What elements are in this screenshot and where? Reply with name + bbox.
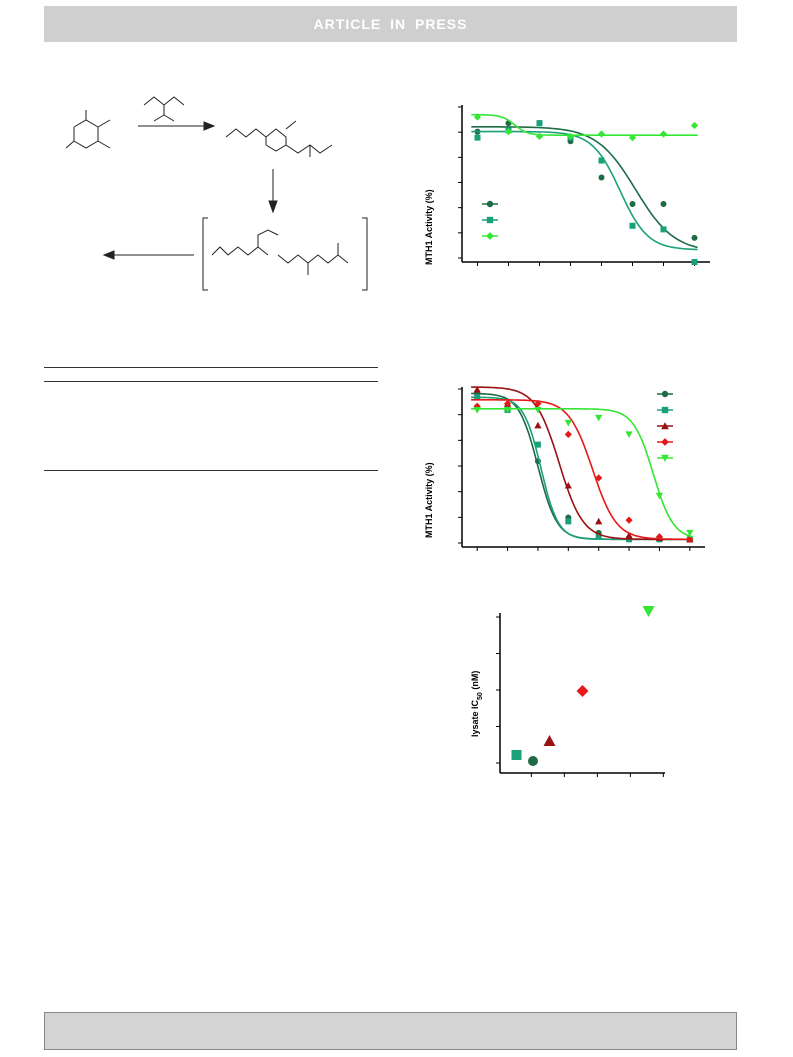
product-structure — [225, 120, 333, 157]
legend-key-marker — [661, 454, 669, 462]
series-1-point — [629, 222, 636, 229]
legend-key-marker — [486, 216, 494, 224]
series-1-point — [474, 394, 481, 401]
series-2-point — [534, 421, 542, 429]
series-2-point — [566, 132, 575, 140]
series-4-point — [625, 431, 633, 438]
series-0-curve — [471, 392, 693, 541]
series-1-point — [565, 518, 572, 525]
series-3-point — [503, 400, 512, 408]
legend-key-marker — [661, 406, 669, 414]
series-4-point — [473, 407, 481, 414]
series-2-point — [597, 130, 606, 138]
series-3-point — [534, 400, 542, 408]
series-1-point — [660, 226, 667, 233]
down-arrow-icon — [268, 169, 278, 214]
reaction-scheme — [65, 96, 368, 291]
series-2-curve — [471, 113, 698, 136]
scatter-point-0 — [528, 756, 538, 766]
series-4-point — [534, 407, 542, 414]
table-top-rule — [44, 367, 378, 368]
series-1-point — [474, 134, 481, 141]
chart-bottom-ylabel-sub: 50 — [477, 692, 484, 700]
scatter-point-1 — [511, 750, 522, 760]
series-2-point — [473, 385, 481, 393]
chart-bottom-ylabel: lysate IC50 (nM) — [470, 671, 484, 737]
series-1-curve — [471, 396, 693, 541]
series-3-point — [564, 430, 572, 438]
series-1-point — [598, 157, 605, 164]
series-2-point — [535, 132, 544, 140]
series-4-point — [655, 492, 664, 500]
banner-text: ARTICLE IN PRESS — [313, 16, 468, 32]
series-2-point — [564, 481, 572, 489]
reagent-structure — [143, 96, 185, 122]
legend-key-marker — [661, 422, 669, 430]
series-0-point — [598, 174, 605, 181]
series-2-point — [659, 130, 668, 138]
series-4-point — [503, 407, 512, 414]
article-in-press-banner: ARTICLE IN PRESS — [44, 6, 737, 42]
series-3-point — [595, 474, 603, 482]
left-arrow-icon — [102, 250, 194, 260]
series-4-point — [564, 419, 572, 427]
series-1-point — [536, 120, 543, 127]
legend-key-marker — [661, 438, 669, 446]
table-bottom-rule — [44, 470, 378, 471]
chart-bottom-ylabel-tail: (nM) — [470, 671, 480, 693]
scatter-point-4 — [642, 606, 655, 617]
scatter-point-2 — [543, 735, 556, 746]
chart-middle-mth1-activity: MTH1 Activity (%) — [424, 385, 705, 551]
series-3-curve — [471, 399, 693, 541]
chart-bottom-lysate-ic50: lysate IC50 (nM) — [470, 606, 665, 777]
intermediate-structure — [202, 217, 368, 291]
series-2-point — [473, 113, 482, 121]
right-arrow-icon — [138, 121, 216, 131]
chart-bottom-ylabel-main: lysate IC — [470, 699, 480, 737]
starting-material-structure — [65, 110, 111, 149]
series-1-point — [534, 441, 541, 448]
series-4-point — [595, 414, 603, 422]
citation-footer-box — [44, 1012, 737, 1050]
legend-key-marker — [486, 200, 494, 208]
table-header-rule — [44, 381, 378, 382]
chart-top-ylabel: MTH1 Activity (%) — [424, 189, 434, 265]
series-1-point — [595, 533, 602, 540]
series-3-point — [655, 533, 664, 541]
series-2-point — [504, 127, 513, 136]
series-0-point — [629, 201, 636, 208]
legend-key-marker — [661, 390, 669, 398]
series-2-point — [690, 121, 699, 130]
series-0-point — [691, 234, 698, 241]
series-4-point — [686, 529, 694, 537]
scatter-point-3 — [576, 685, 589, 697]
series-2-point — [595, 517, 603, 525]
series-3-point — [686, 535, 694, 543]
legend-key-marker — [486, 232, 494, 240]
series-4-curve — [471, 408, 694, 538]
series-1-point — [691, 259, 698, 265]
series-2-point — [628, 134, 637, 142]
chart-top-mth1-activity: MTH1 Activity (%) — [424, 105, 710, 266]
chart-middle-ylabel: MTH1 Activity (%) — [424, 462, 434, 538]
series-2-point — [625, 531, 633, 539]
series-3-point — [625, 516, 633, 524]
series-0-point — [660, 201, 667, 208]
